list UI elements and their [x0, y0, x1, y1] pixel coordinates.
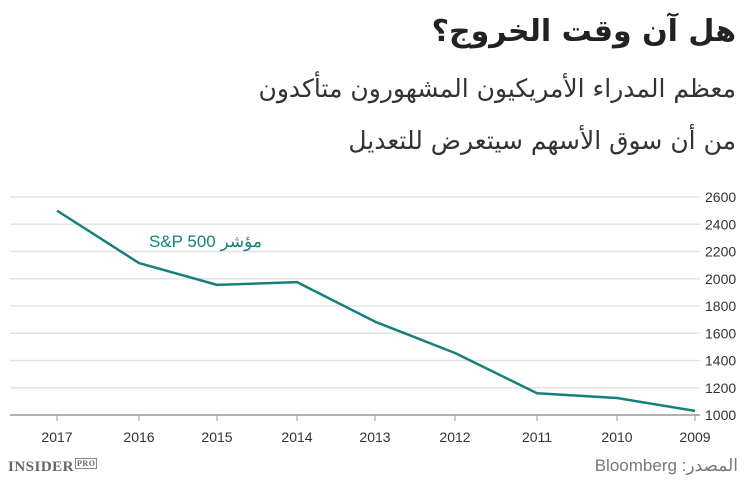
series-label: مؤشر S&P 500: [149, 232, 262, 252]
chart-title: هل آن وقت الخروج؟: [431, 14, 736, 49]
y-tick-label: 2400: [705, 216, 736, 232]
x-tick-label: 2011: [522, 429, 552, 445]
x-tick-label: 2014: [281, 429, 312, 445]
x-tick-label: 2012: [439, 429, 470, 445]
y-tick-label: 2200: [705, 244, 736, 260]
x-tick-label: 2017: [41, 429, 72, 445]
x-tick-label: 2013: [359, 429, 390, 445]
line-chart: 1000 1200 1400 1600 1800 2000 2200 2400 2600 2017…: [10, 189, 736, 445]
y-tick-label: 2600: [705, 189, 736, 205]
y-tick-label: 1200: [705, 380, 736, 396]
source-note: المصدر: Bloomberg: [594, 456, 738, 475]
y-tick-label: 1000: [705, 407, 736, 423]
y-tick-label: 1800: [705, 298, 736, 314]
y-tick-label: 1600: [705, 325, 736, 341]
x-tick-label: 2009: [679, 429, 710, 445]
x-tick-label: 2010: [601, 429, 632, 445]
chart-subtitle-line-2: من أن سوق الأسهم سيتعرض للتعديل: [348, 126, 736, 155]
y-tick-label: 1400: [705, 353, 736, 369]
x-tick-label: 2016: [123, 429, 154, 445]
chart-subtitle-line-1: معظم المدراء الأمريكيون المشهورون متأكدو…: [258, 74, 736, 103]
y-tick-label: 2000: [705, 271, 736, 287]
insider-pro-logo: INSIDER PRO: [8, 458, 98, 475]
x-tick-label: 2015: [201, 429, 232, 445]
